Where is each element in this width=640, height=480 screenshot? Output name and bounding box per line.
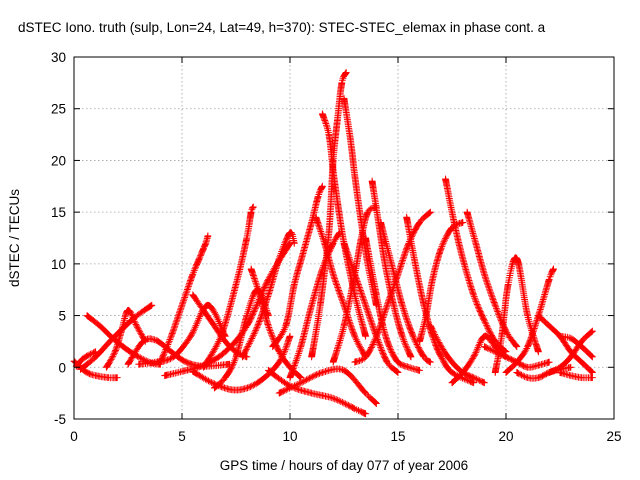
chart-title: dSTEC Iono. truth (sulp, Lon=24, Lat=49,… bbox=[18, 20, 546, 35]
data-series-12 bbox=[200, 203, 257, 371]
data-series-37 bbox=[480, 343, 553, 371]
data-series-5 bbox=[77, 301, 156, 373]
data-series-31 bbox=[416, 219, 467, 345]
y-axis-label: dSTEC / TECUs bbox=[7, 189, 22, 287]
y-tick-label: -5 bbox=[54, 412, 66, 427]
data-series-2 bbox=[72, 348, 100, 370]
data-series-18 bbox=[269, 182, 326, 351]
data-series-15 bbox=[239, 229, 298, 361]
y-tick-label: 15 bbox=[51, 205, 66, 220]
data-series-42 bbox=[556, 332, 596, 361]
y-tick-label: 30 bbox=[51, 50, 66, 65]
data-series-8 bbox=[156, 232, 212, 366]
y-tick-label: 20 bbox=[51, 153, 66, 168]
plot-frame bbox=[73, 56, 615, 420]
data-series-17 bbox=[275, 365, 380, 407]
data-series-29 bbox=[377, 219, 434, 366]
data-series-16 bbox=[264, 366, 370, 418]
y-tick-label: 5 bbox=[58, 309, 66, 324]
x-tick-label: 5 bbox=[178, 429, 186, 444]
y-tick-label: 10 bbox=[51, 257, 66, 272]
x-tick-label: 0 bbox=[70, 429, 78, 444]
data-series-34 bbox=[463, 208, 521, 351]
x-axis-label: GPS time / hours of day 077 of year 2006 bbox=[220, 458, 468, 473]
axis-ticks: 0 5 10 15 20 25 -5 0 5 10 15 20 25 30 bbox=[51, 50, 622, 444]
y-tick-label: 25 bbox=[51, 102, 66, 117]
x-tick-label: 15 bbox=[390, 429, 405, 444]
x-tick-label: 20 bbox=[498, 429, 513, 444]
data-series-30 bbox=[403, 213, 478, 387]
data-series-43 bbox=[556, 369, 596, 382]
x-tick-label: 25 bbox=[606, 429, 621, 444]
data-series-layer bbox=[70, 69, 596, 418]
x-tick-label: 10 bbox=[282, 429, 297, 444]
data-series-33 bbox=[442, 175, 510, 356]
y-tick-label: 0 bbox=[58, 360, 66, 375]
data-series-27 bbox=[368, 177, 415, 361]
